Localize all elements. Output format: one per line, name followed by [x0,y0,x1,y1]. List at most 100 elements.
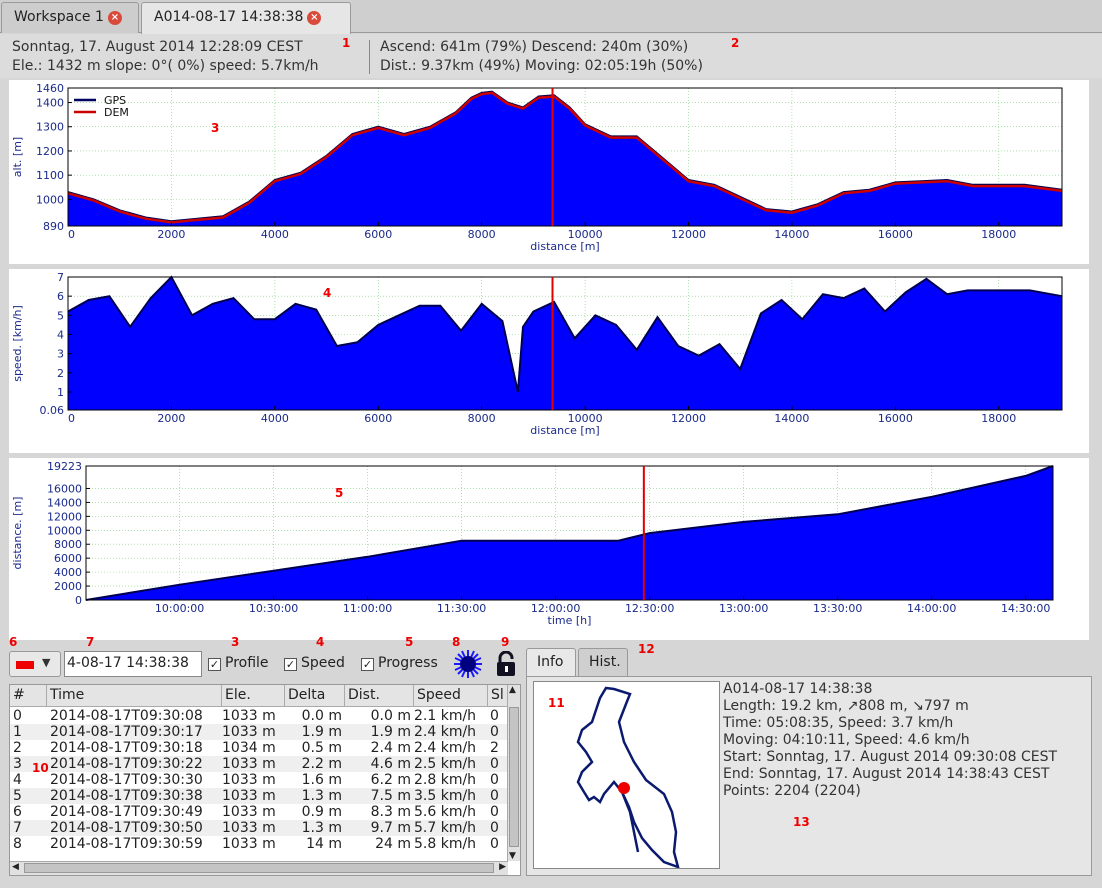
progress-checkbox[interactable]: ✓ Progress [361,655,438,671]
sun-icon[interactable] [452,648,484,680]
x-tick-label: 0 [68,412,75,425]
table-cell-time: 2014-08-17T09:30:38 [50,788,203,804]
table-row[interactable]: 1 2014-08-17T09:30:17 1033 m 1.9 m 1.9 m 2.4 … [10,724,508,740]
scrollbar-thumb[interactable] [509,707,519,847]
column-header[interactable]: Ele. [222,685,285,707]
x-tick-label: 12000 [671,228,706,241]
table-cell-time: 2014-08-17T09:30:59 [50,836,203,852]
horizontal-scrollbar[interactable]: ◀ ▶ [10,861,508,875]
speed-chart[interactable]: 0 2000 4000 6000 8000 10000 12000 14000 16000 180… [9,269,1089,453]
table-cell-delta: 1.6 m [301,772,342,788]
annotation-marker: 6 [9,635,18,649]
x-tick-label: 6000 [364,228,392,241]
column-header[interactable]: # [10,685,47,707]
table-cell-delta: 14 m [306,836,342,852]
y-axis-label: speed. [km/h] [11,305,24,382]
tab-info[interactable]: Info [526,648,576,676]
x-tick-label: 2000 [157,412,185,425]
speed-checkbox[interactable]: ✓ Speed [284,655,345,671]
tab-track[interactable]: A014-08-17 14:38:38 × [141,2,351,34]
annotation-marker: 7 [86,635,95,649]
series-area [68,277,1062,410]
x-tick-label: 10:00:00 [155,602,204,615]
annotation-marker: 5 [335,486,344,500]
color-picker-button[interactable]: ▼ [9,651,61,677]
progress-chart[interactable]: 10:00:00 10:30:00 11:00:00 11:30:00 12:00:00… [9,458,1089,640]
close-icon[interactable]: × [107,11,122,25]
x-tick-label: 10:30:00 [249,602,298,615]
track-moving: Moving: 04:10:11, Speed: 4.6 km/h [723,732,970,748]
table-row[interactable]: 2 2014-08-17T09:30:18 1034 m 0.5 m 2.4 m 2.4 … [10,740,508,756]
annotation-marker: 4 [323,286,332,300]
y-tick-label: 10000 [47,524,82,537]
y-axis-label: distance. [m] [11,497,24,570]
x-tick-label: 12:00:00 [531,602,580,615]
table-cell-speed: 5.7 km/h [414,820,477,836]
table-cell-n: 7 [13,820,22,836]
table-cell-speed: 2.8 km/h [414,772,477,788]
column-header[interactable]: Sl [488,685,508,707]
y-tick-label: 0.06 [40,404,65,417]
table-row[interactable]: 4 2014-08-17T09:30:30 1033 m 1.6 m 6.2 m 2.8 … [10,772,508,788]
table-cell-sl: 0 [490,724,499,740]
table-cell-speed: 2.1 km/h [414,708,477,724]
altitude-chart[interactable]: 0 2000 4000 6000 8000 10000 12000 14000 16000 180… [9,80,1089,264]
y-tick-label: 1400 [36,97,64,110]
tab-hist[interactable]: Hist. [578,648,628,676]
scroll-up-icon[interactable]: ▲ [509,685,516,695]
annotation-marker: 4 [316,635,325,649]
close-icon[interactable]: × [307,11,322,25]
table-cell-dist: 9.7 m [370,820,411,836]
info-panel: 11 A014-08-17 14:38:38 Length: 19.2 km, … [526,676,1092,876]
table-cell-dist: 7.5 m [370,788,411,804]
table-row[interactable]: 6 2014-08-17T09:30:49 1033 m 0.9 m 8.3 m 5.6 … [10,804,508,820]
track-map[interactable]: 11 [533,681,720,869]
table-cell-time: 2014-08-17T09:30:49 [50,804,203,820]
annotation-marker: 3 [231,635,240,649]
vertical-scrollbar[interactable]: ▲ ▼ [507,685,520,861]
table-cell-speed: 3.5 km/h [414,788,477,804]
tab-workspace[interactable]: Workspace 1 × [1,2,139,33]
scroll-down-icon[interactable]: ▼ [509,851,516,861]
table-cell-n: 4 [13,772,22,788]
annotation-marker: 11 [548,696,565,710]
x-tick-label: 13:30:00 [813,602,862,615]
time-input[interactable]: 4-08-17 14:38:38 [64,651,202,677]
y-tick-label: 0 [75,594,82,607]
x-tick-label: 8000 [468,228,496,241]
table-cell-n: 3 [13,756,22,772]
y-tick-label: 1200 [36,145,64,158]
scroll-right-icon[interactable]: ▶ [499,862,506,872]
table-row[interactable]: 3 2014-08-17T09:30:22 1033 m 2.2 m 4.6 m 2.5 … [10,756,508,772]
table-row[interactable]: 7 2014-08-17T09:30:50 1033 m 1.3 m 9.7 m 5.7 … [10,820,508,836]
annotation-marker: 12 [638,642,655,656]
column-header[interactable]: Dist. [345,685,414,707]
table-row[interactable]: 8 2014-08-17T09:30:59 1033 m 14 m 24 m 5.8 km… [10,836,508,852]
y-tick-label: 2 [57,367,64,380]
ascend-descend: Ascend: 641m (79%) Descend: 240m (30%) [380,39,689,55]
column-header[interactable]: Time [47,685,222,707]
table-cell-sl: 2 [490,740,499,756]
y-tick-label: 1300 [36,121,64,134]
table-cell-ele: 1033 m [222,724,276,740]
table-row[interactable]: 0 2014-08-17T09:30:08 1033 m 0.0 m 0.0 m 2.1 … [10,708,508,724]
table-cell-n: 8 [13,836,22,852]
column-header[interactable]: Delta [285,685,345,707]
x-tick-label: 12000 [671,412,706,425]
current-datetime: Sonntag, 17. August 2014 12:28:09 CEST [12,39,303,55]
table-row[interactable]: 5 2014-08-17T09:30:38 1033 m 1.3 m 7.5 m 3.5 … [10,788,508,804]
trackpoint-table[interactable]: # Time Ele. Delta Dist. Speed Sl 0 2014-0… [9,684,521,876]
scrollbar-thumb[interactable] [24,863,494,873]
x-tick-label: 10000 [568,228,603,241]
annotation-marker: 2 [731,36,740,50]
table-cell-dist: 24 m [375,836,411,852]
table-cell-dist: 8.3 m [370,804,411,820]
x-tick-label: 10000 [568,412,603,425]
x-tick-label: 11:30:00 [437,602,486,615]
annotation-marker: 1 [342,36,351,50]
scroll-left-icon[interactable]: ◀ [12,862,19,872]
profile-checkbox[interactable]: ✓ Profile [208,655,269,671]
lock-icon[interactable] [495,651,517,677]
column-header[interactable]: Speed [414,685,488,707]
table-cell-time: 2014-08-17T09:30:17 [50,724,203,740]
